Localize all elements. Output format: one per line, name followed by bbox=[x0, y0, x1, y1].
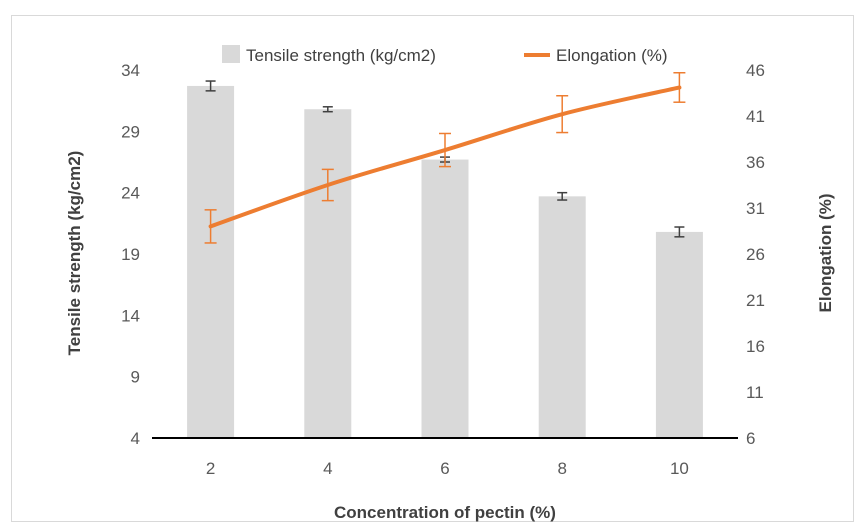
y-right-tick-label: 41 bbox=[746, 107, 765, 126]
y-right-tick-labels: 6 11 16 21 26 31 36 41 46 bbox=[746, 61, 765, 448]
y-left-tick-label: 24 bbox=[121, 184, 140, 203]
bar-2 bbox=[187, 85, 235, 439]
y-right-tick-label: 11 bbox=[746, 383, 764, 402]
bar-4 bbox=[304, 109, 352, 439]
y-right-tick-label: 16 bbox=[746, 337, 765, 356]
legend-label-elongation: Elongation (%) bbox=[556, 46, 668, 65]
bar-error-4 bbox=[322, 106, 333, 113]
y-right-tick-label: 26 bbox=[746, 245, 765, 264]
legend-label-tensile-strength: Tensile strength (kg/cm2) bbox=[246, 46, 436, 65]
x-tick-label: 4 bbox=[323, 459, 332, 478]
bar-error-10 bbox=[674, 226, 685, 238]
bar-8 bbox=[538, 196, 586, 438]
y-right-tick-label: 36 bbox=[746, 153, 765, 172]
x-axis-title: Concentration of pectin (%) bbox=[334, 503, 556, 522]
bar-6 bbox=[421, 159, 469, 438]
x-tick-label: 2 bbox=[206, 459, 215, 478]
legend-swatch-tensile-strength bbox=[222, 45, 240, 63]
y-left-tick-label: 14 bbox=[121, 306, 140, 325]
y-right-tick-label: 21 bbox=[746, 291, 765, 310]
y-right-tick-label: 31 bbox=[746, 199, 765, 218]
legend: Tensile strength (kg/cm2) Elongation (%) bbox=[222, 45, 668, 65]
x-tick-label: 6 bbox=[440, 459, 449, 478]
y-left-tick-label: 19 bbox=[121, 245, 140, 264]
y-left-tick-label: 29 bbox=[121, 122, 140, 141]
x-tick-label: 10 bbox=[670, 459, 689, 478]
bar-error-2 bbox=[205, 80, 216, 92]
x-tick-labels: 2 4 6 8 10 bbox=[206, 459, 689, 478]
bar-error-8 bbox=[557, 191, 568, 201]
y-right-tick-label: 6 bbox=[746, 429, 755, 448]
bar-series-tensile-strength bbox=[187, 85, 703, 439]
line-series-elongation bbox=[204, 72, 686, 244]
bar-10 bbox=[655, 231, 703, 438]
y-left-tick-labels: 4 9 14 19 24 29 34 bbox=[121, 61, 140, 448]
y-left-tick-label: 4 bbox=[131, 429, 140, 448]
y-left-tick-label: 34 bbox=[121, 61, 140, 80]
y-right-axis-title: Elongation (%) bbox=[816, 194, 835, 313]
y-left-tick-label: 9 bbox=[131, 368, 140, 387]
x-tick-label: 8 bbox=[557, 459, 566, 478]
y-right-tick-label: 46 bbox=[746, 61, 765, 80]
y-left-axis-title: Tensile strength (kg/cm2) bbox=[65, 151, 84, 356]
